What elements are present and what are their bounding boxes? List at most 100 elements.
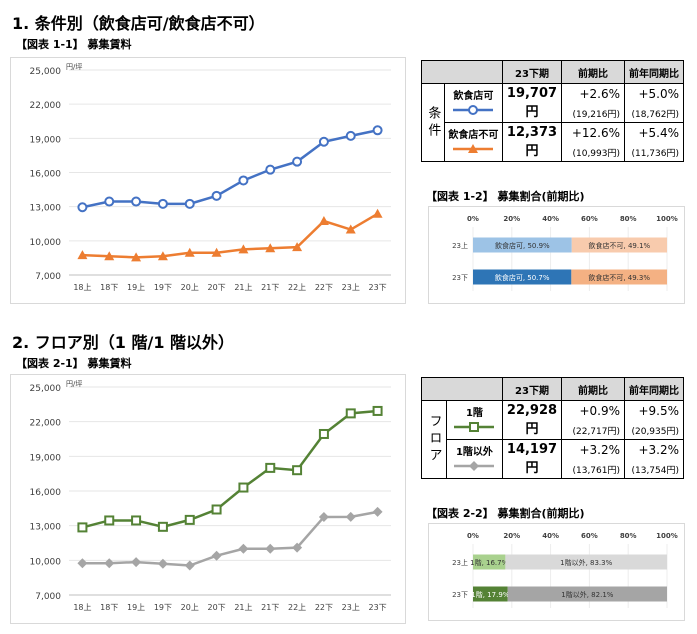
category-label: 23下	[452, 274, 468, 282]
bar-segment-1	[473, 586, 508, 602]
legend-swatch	[453, 144, 494, 153]
x-tick-label: 0%	[467, 215, 479, 223]
series-2-point	[238, 244, 249, 254]
table-header: 前年同期比	[624, 377, 684, 401]
group-label: 条件	[421, 83, 445, 162]
y-tick-label: 25,000	[30, 384, 62, 394]
qoq-change: +0.9%	[561, 400, 625, 421]
table-header: 23下期	[502, 60, 562, 84]
yoy-change: +5.4%	[624, 122, 684, 143]
series-1-point	[104, 515, 115, 526]
series-2-point	[157, 251, 168, 261]
series-1-point	[184, 514, 195, 525]
x-tick-label: 80%	[620, 215, 637, 223]
series-2-point	[104, 251, 115, 261]
row-label: 1階以外	[445, 439, 504, 479]
series-1-point	[345, 130, 356, 141]
qoq-change: +2.6%	[561, 83, 625, 104]
qoq-reference: (13,761円)	[561, 460, 625, 479]
legend-swatch	[454, 422, 495, 432]
series-1-point	[292, 465, 303, 476]
y-tick-label: 10,000	[30, 557, 62, 567]
series-1-point	[211, 190, 222, 201]
series-2-point	[292, 542, 303, 553]
legend-swatch	[454, 461, 495, 471]
x-tick-label: 100%	[656, 532, 678, 540]
qoq-change: +12.6%	[561, 122, 625, 143]
stacked-bar-2-2-svg: 0% 20% 40% 60% 80% 100% 23上 1階, 16.7% 1階以外, 83.3…	[452, 532, 678, 608]
x-tick-label: 80%	[620, 532, 637, 540]
series-1-point	[318, 428, 329, 439]
series-2-point	[211, 550, 222, 561]
header-blank	[421, 60, 503, 84]
series-1-line	[82, 129, 378, 209]
series-2-point	[211, 247, 222, 257]
y-tick-label: 22,000	[30, 419, 62, 429]
series-1-point	[131, 196, 142, 207]
y-tick-label: 16,000	[30, 170, 62, 180]
y-tick-label: 22,000	[30, 101, 62, 111]
series-1-point	[77, 202, 88, 213]
table-header: 前期比	[561, 377, 625, 401]
y-tick-label: 13,000	[30, 204, 62, 214]
x-tick-label: 60%	[581, 532, 598, 540]
figure-1-2-label: 【図表 1-2】 募集割合(前期比)	[426, 190, 585, 203]
x-tick-label: 19上	[127, 283, 145, 292]
series-1-point	[104, 196, 115, 207]
x-tick-label: 40%	[542, 532, 559, 540]
series-1-point	[238, 482, 249, 493]
series-2-point	[318, 511, 329, 522]
table-header: 前期比	[561, 60, 625, 84]
legend-marker	[468, 144, 479, 153]
series-1-point	[345, 408, 356, 419]
data-label: 飲食店不可, 49.3%	[588, 273, 650, 282]
section-2-title: 2. フロア別（1 階/1 階以外）	[12, 333, 235, 352]
x-tick-label: 18上	[73, 283, 91, 292]
x-tick-label: 20上	[181, 603, 199, 612]
series-2-point	[184, 247, 195, 257]
series-2-point	[77, 558, 88, 569]
yoy-reference: (20,935円)	[624, 421, 684, 440]
x-tick-label: 19上	[127, 603, 145, 612]
y-tick-label: 13,000	[30, 523, 62, 533]
bar-segment-1	[473, 554, 506, 570]
stacked-bar-1-2-svg: 0% 20% 40% 60% 80% 100% 23上 飲食店可, 50.9% 飲食店不可, 4…	[452, 215, 678, 291]
data-label: 1階以外, 83.3%	[560, 558, 612, 567]
series-1-point	[157, 521, 168, 532]
series-2-point	[372, 506, 383, 517]
x-tick-label: 19下	[154, 603, 172, 612]
series-2-point	[131, 252, 142, 262]
x-tick-label: 23上	[342, 283, 360, 292]
x-tick-label: 23下	[368, 603, 386, 612]
current-value: 14,197円	[502, 439, 562, 479]
series-2-point	[184, 560, 195, 571]
data-label: 1階以外, 82.1%	[561, 590, 613, 599]
series-2-line	[82, 212, 379, 259]
x-tick-label: 18上	[73, 603, 91, 612]
series-2-point	[157, 558, 168, 569]
x-tick-label: 20%	[503, 532, 520, 540]
x-tick-label: 21上	[234, 283, 252, 292]
series-2-point	[372, 208, 383, 218]
x-tick-label: 21上	[234, 603, 252, 612]
yoy-reference: (13,754円)	[624, 460, 684, 479]
x-tick-label: 23下	[368, 283, 386, 292]
qoq-reference: (19,216円)	[561, 104, 625, 123]
row-label: 1階	[445, 400, 504, 440]
x-tick-label: 21下	[261, 283, 279, 292]
x-tick-label: 22上	[288, 603, 306, 612]
series-2-point	[238, 543, 249, 554]
legend-swatch	[453, 105, 494, 115]
series-1-point	[292, 156, 303, 167]
series-2-point	[265, 243, 276, 253]
series-1-point	[238, 175, 249, 186]
series-2-point	[318, 216, 329, 226]
category-label: 23上	[452, 558, 468, 567]
category-label: 23下	[452, 591, 468, 599]
bar-segment-2	[571, 237, 667, 253]
stacked-bar-2-2: 0% 20% 40% 60% 80% 100% 23上 1階, 16.7% 1階以外, 83.3…	[428, 523, 685, 621]
figure-2-2-label: 【図表 2-2】 募集割合(前期比)	[426, 507, 585, 520]
series-1-point	[265, 164, 276, 175]
data-label: 飲食店不可, 49.1%	[589, 241, 651, 250]
figure-1-1-label: 【図表 1-1】 募集賃料	[16, 38, 132, 51]
